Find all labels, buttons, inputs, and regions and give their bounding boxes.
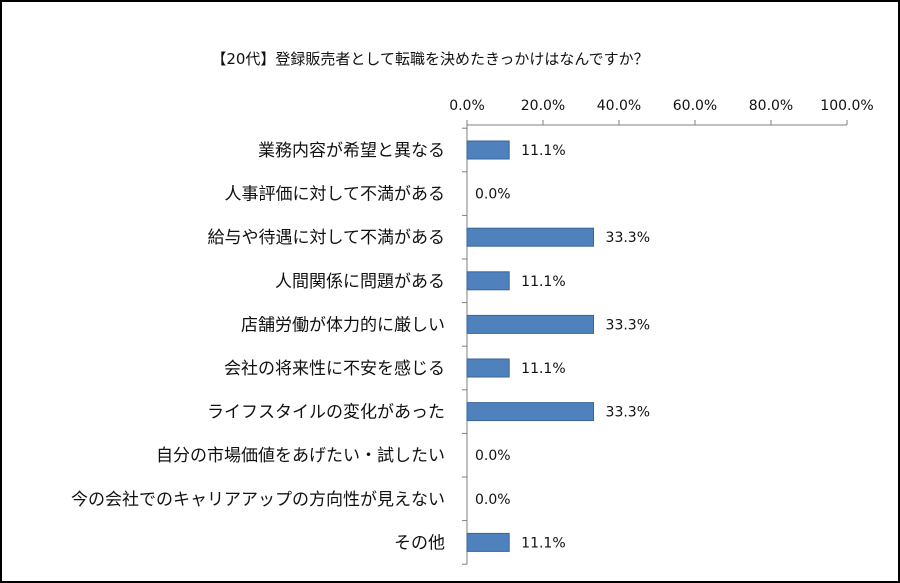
x-tick-label: 80.0% <box>749 98 793 114</box>
x-tick-label: 20.0% <box>521 98 565 114</box>
x-tick-label: 100.0% <box>820 98 873 114</box>
bar <box>466 402 595 422</box>
category-label: 業務内容が希望と異なる <box>258 141 445 161</box>
data-label: 33.3% <box>606 230 650 246</box>
data-label: 11.1% <box>521 274 565 290</box>
bar <box>466 358 510 378</box>
data-label: 0.0% <box>475 448 511 464</box>
data-label: 11.1% <box>521 535 565 551</box>
category-label: その他 <box>394 533 445 553</box>
data-label: 33.3% <box>606 405 650 421</box>
category-label: 人事評価に対して不満がある <box>225 185 446 205</box>
bar <box>466 227 595 247</box>
data-label: 11.1% <box>521 143 565 159</box>
x-tick-label: 40.0% <box>597 98 641 114</box>
category-label: 人間関係に問題がある <box>275 272 445 292</box>
bar <box>466 140 510 160</box>
category-label: 自分の市場価値をあげたい・試したい <box>156 446 445 466</box>
category-label: 給与や待遇に対して不満がある <box>208 228 446 248</box>
data-label: 0.0% <box>475 187 511 203</box>
x-tick-label: 60.0% <box>673 98 717 114</box>
bar <box>466 532 510 552</box>
data-label: 33.3% <box>606 317 650 333</box>
chart-title: 【20代】登録販売者として転職を決めたきっかけはなんですか？ <box>211 50 649 68</box>
category-label: ライフスタイルの変化があった <box>207 403 445 423</box>
data-label: 0.0% <box>475 492 511 508</box>
category-label: 会社の将来性に不安を感じる <box>224 359 445 379</box>
category-label: 店舗労働が体力的に厳しい <box>241 315 445 335</box>
bar <box>466 271 510 291</box>
category-label: 今の会社でのキャリアアップの方向性が見えない <box>71 490 445 510</box>
bar <box>466 314 595 334</box>
data-label: 11.1% <box>521 361 565 377</box>
x-tick-label: 0.0% <box>449 98 485 114</box>
